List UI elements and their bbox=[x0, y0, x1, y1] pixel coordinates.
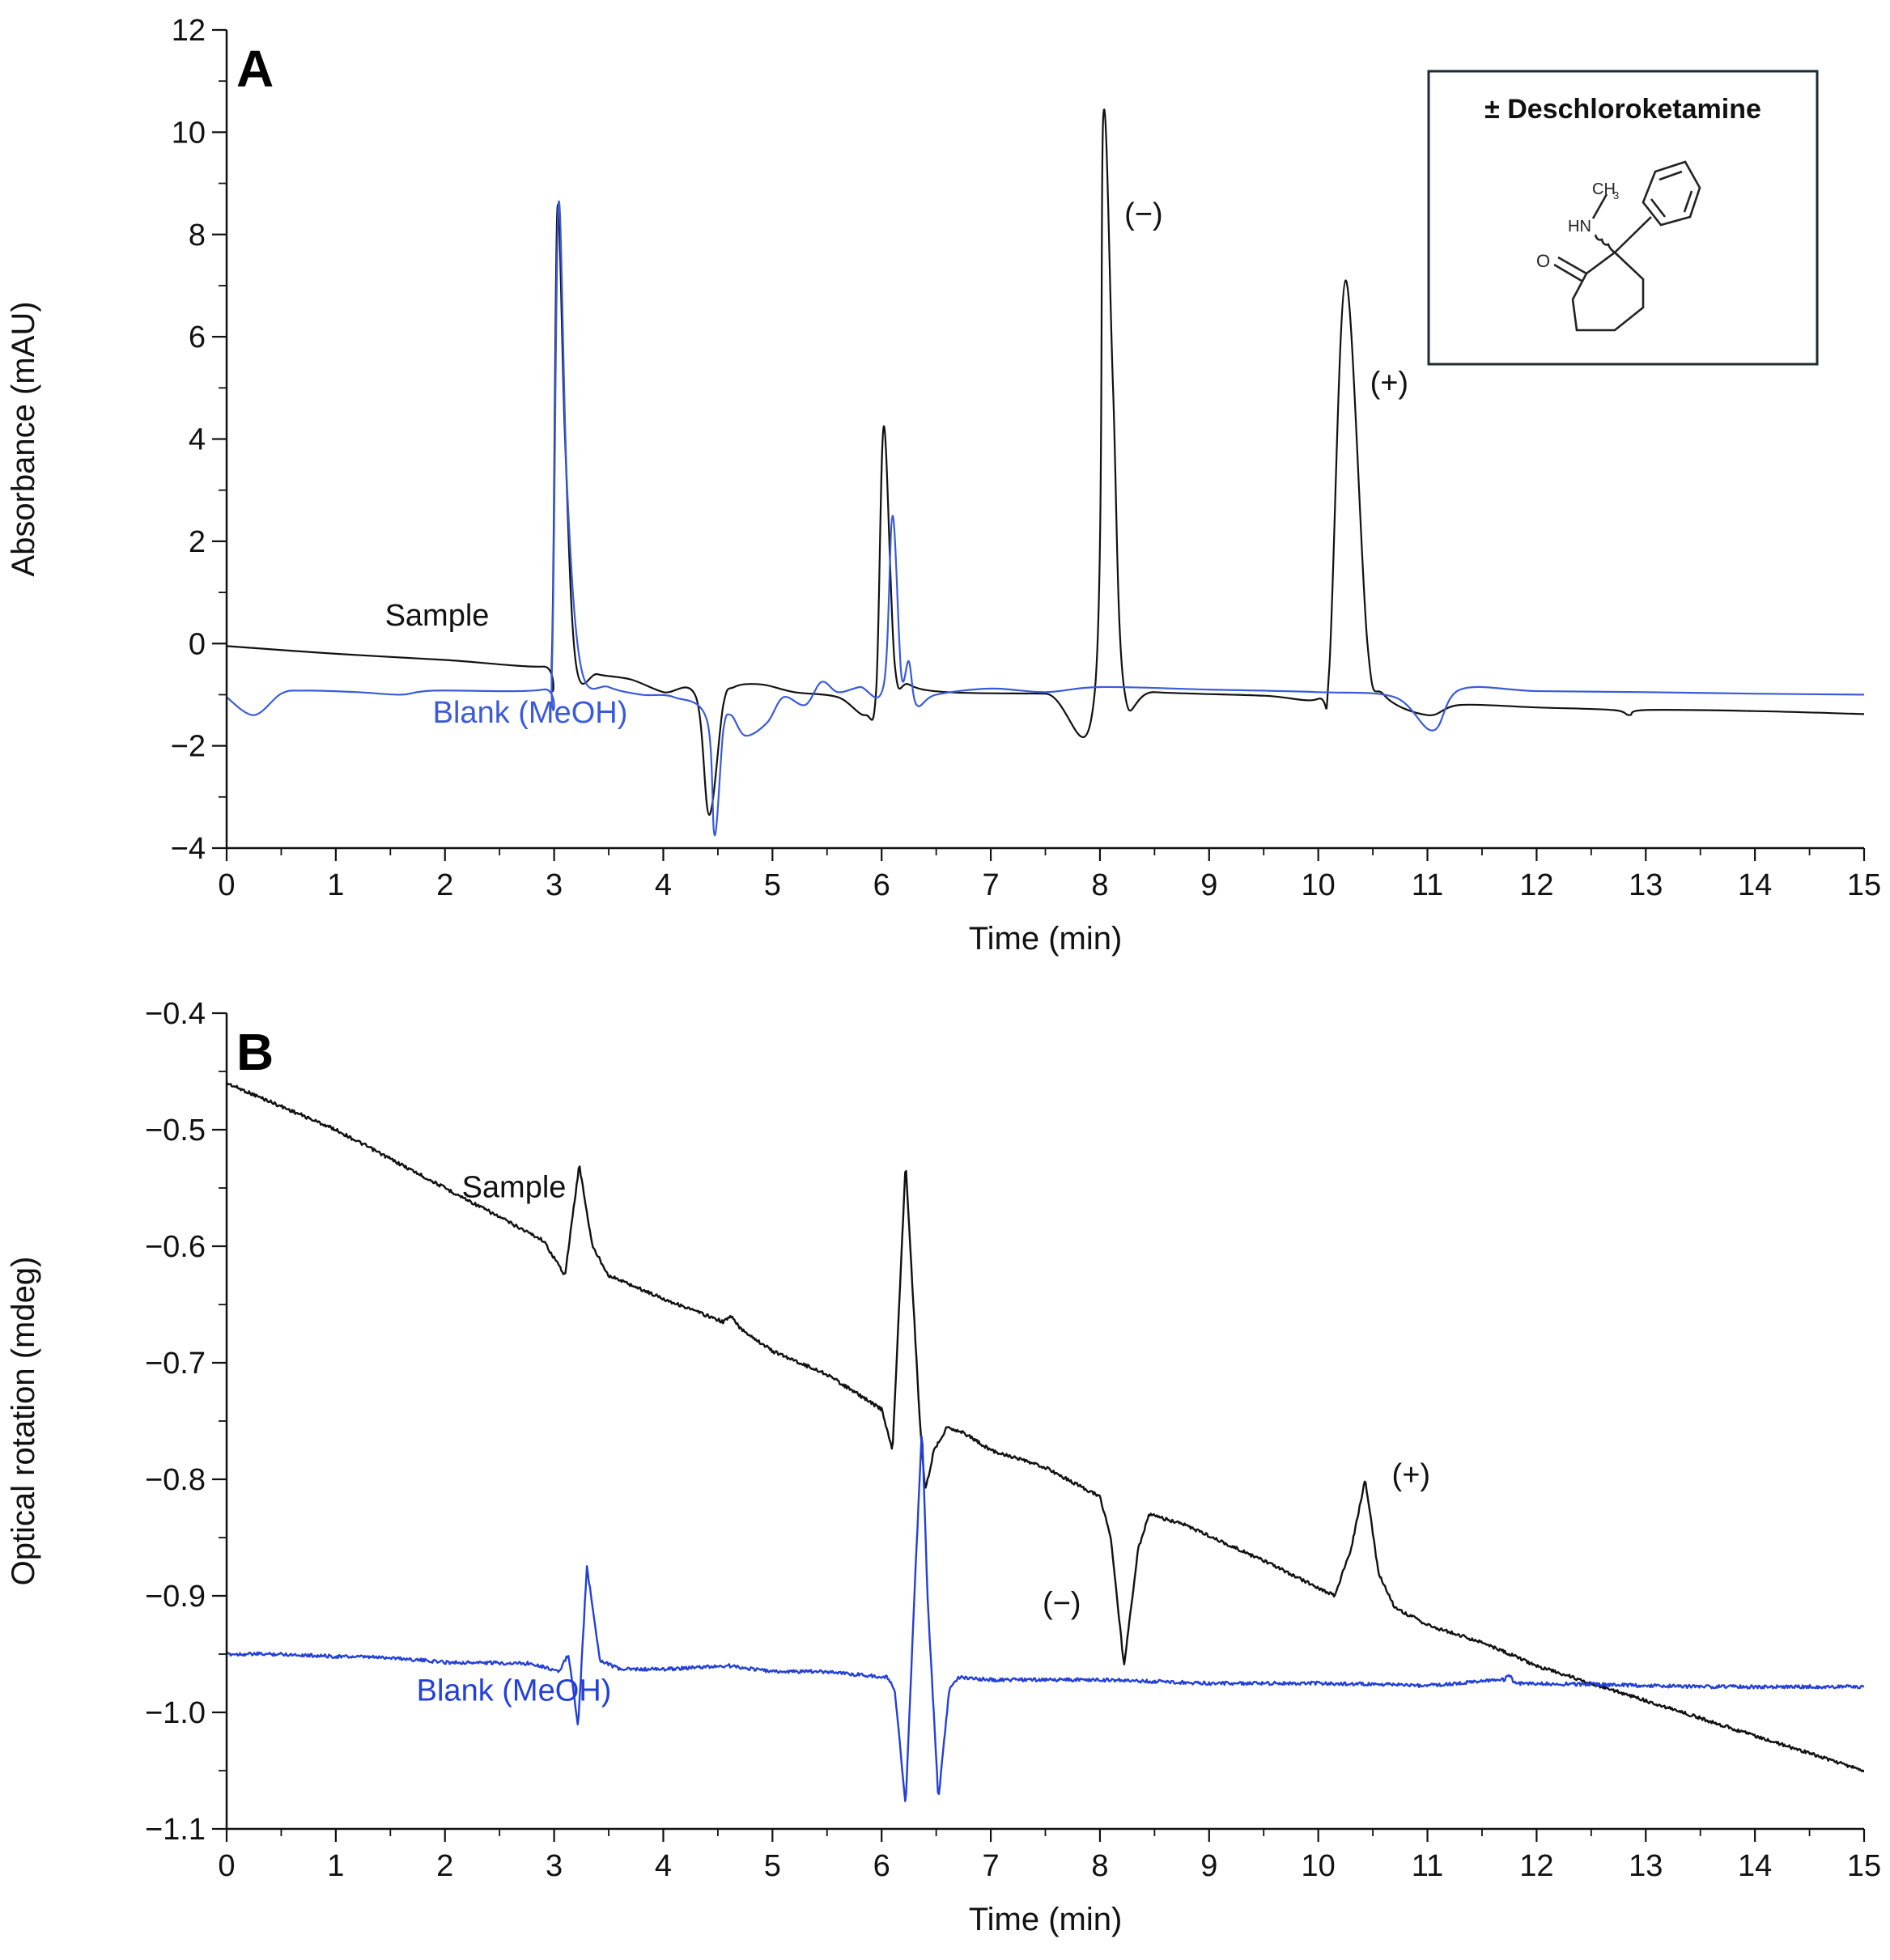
structure-inset: ± Deschloroketamine HN CH3 O bbox=[1427, 70, 1819, 366]
x-tick-label-b: 12 bbox=[1519, 1849, 1553, 1883]
deschloroketamine-structure-drawing bbox=[1553, 160, 1701, 332]
y-tick-label-b: −0.6 bbox=[145, 1230, 206, 1264]
x-tick-label-a: 0 bbox=[218, 868, 235, 902]
series-line-b-blank bbox=[227, 1435, 1864, 1802]
phenyl-bond bbox=[1614, 216, 1652, 253]
x-tick-label-a: 14 bbox=[1738, 868, 1772, 902]
x-tick-label-a: 13 bbox=[1629, 868, 1663, 902]
peak-annotation-b-2: (−) bbox=[1043, 1587, 1081, 1621]
x-tick-label-b: 3 bbox=[546, 1849, 563, 1883]
x-tick-label-b: 0 bbox=[218, 1849, 235, 1883]
x-tick-label-b: 6 bbox=[873, 1849, 890, 1883]
carbonyl-bond bbox=[1557, 256, 1587, 275]
y-axis-title-b: Optical rotation (mdeg) bbox=[6, 1257, 41, 1586]
series-label-a-sample: Sample bbox=[385, 599, 490, 633]
y-tick-label-b: −1.1 bbox=[145, 1813, 206, 1847]
x-tick-label-a: 15 bbox=[1847, 868, 1881, 902]
x-tick-label-a: 10 bbox=[1302, 868, 1336, 902]
y-tick-label-a: −4 bbox=[171, 832, 206, 866]
series-line-a-blank bbox=[227, 200, 1864, 837]
series-label-a-blank: Blank (MeOH) bbox=[433, 696, 628, 730]
x-tick-label-b: 5 bbox=[764, 1849, 781, 1883]
y-tick-label-a: 6 bbox=[189, 320, 206, 354]
x-tick-label-b: 8 bbox=[1091, 1849, 1108, 1883]
y-tick-label-b: −0.7 bbox=[145, 1347, 206, 1381]
peak-annotation-b-1: (+) bbox=[1392, 1458, 1431, 1492]
structure-label-methyl: CH bbox=[1592, 180, 1616, 198]
methyl-bond bbox=[1591, 193, 1608, 219]
y-tick-label-b: −0.5 bbox=[145, 1114, 206, 1148]
panel-letter-b: B bbox=[236, 1023, 274, 1081]
x-tick-label-b: 2 bbox=[436, 1849, 453, 1883]
x-tick-label-a: 4 bbox=[655, 868, 672, 902]
x-tick-label-b: 7 bbox=[982, 1849, 999, 1883]
y-tick-label-a: 10 bbox=[172, 116, 206, 150]
x-tick-label-a: 11 bbox=[1412, 868, 1443, 902]
structure-inset-border bbox=[1427, 70, 1819, 366]
x-tick-label-a: 2 bbox=[436, 868, 453, 902]
peak-annotation-a-1: (−) bbox=[1124, 197, 1163, 231]
y-tick-label-a: 2 bbox=[189, 525, 206, 559]
wavy-stereo-bond bbox=[1594, 234, 1616, 254]
y-tick-label-b: −0.8 bbox=[145, 1463, 206, 1497]
x-tick-label-b: 4 bbox=[655, 1849, 672, 1883]
x-axis-title-a: Time (min) bbox=[969, 921, 1123, 957]
phenyl-double-bonds bbox=[1650, 170, 1693, 218]
x-tick-label-a: 12 bbox=[1519, 868, 1553, 902]
series-label-b-blank: Blank (MeOH) bbox=[417, 1674, 612, 1708]
x-tick-label-a: 3 bbox=[546, 868, 563, 902]
x-tick-label-b: 1 bbox=[327, 1849, 344, 1883]
y-tick-label-a: 8 bbox=[189, 218, 206, 252]
y-tick-label-a: −2 bbox=[171, 730, 206, 764]
y-tick-label-b: −0.9 bbox=[145, 1580, 206, 1614]
structure-label-amine: HN bbox=[1568, 218, 1591, 235]
x-tick-label-a: 8 bbox=[1091, 868, 1108, 902]
x-tick-label-b: 15 bbox=[1847, 1849, 1881, 1883]
x-tick-label-a: 7 bbox=[982, 868, 999, 902]
y-tick-label-a: 0 bbox=[189, 627, 206, 661]
x-tick-label-b: 10 bbox=[1302, 1849, 1336, 1883]
y-tick-label-a: 12 bbox=[172, 14, 206, 48]
panel-letter-a: A bbox=[236, 40, 274, 98]
x-tick-label-b: 11 bbox=[1412, 1849, 1443, 1883]
x-tick-label-b: 9 bbox=[1200, 1849, 1217, 1883]
y-tick-label-b: −1.0 bbox=[145, 1696, 206, 1730]
y-tick-label-a: 4 bbox=[189, 423, 206, 457]
structure-inset-title: ± Deschloroketamine bbox=[1484, 94, 1761, 125]
y-axis-title-a: Absorbance (mAU) bbox=[6, 301, 41, 576]
x-axis-title-b: Time (min) bbox=[969, 1902, 1123, 1937]
structure-label-oxygen: O bbox=[1536, 251, 1550, 271]
cyclohexanone-ring bbox=[1571, 251, 1645, 332]
carbonyl-bond-2 bbox=[1553, 263, 1582, 282]
peak-annotation-a-2: (+) bbox=[1370, 367, 1409, 401]
y-tick-label-b: −0.4 bbox=[145, 997, 206, 1031]
series-label-b-sample: Sample bbox=[462, 1171, 567, 1205]
x-tick-label-a: 9 bbox=[1200, 868, 1217, 902]
x-tick-label-a: 1 bbox=[327, 868, 344, 902]
x-tick-label-b: 14 bbox=[1738, 1849, 1772, 1883]
structure-label-methyl-subscript: 3 bbox=[1613, 189, 1619, 202]
x-tick-label-a: 5 bbox=[764, 868, 781, 902]
x-tick-label-b: 13 bbox=[1629, 1849, 1663, 1883]
phenyl-ring bbox=[1642, 160, 1701, 227]
x-tick-label-a: 6 bbox=[873, 868, 890, 902]
